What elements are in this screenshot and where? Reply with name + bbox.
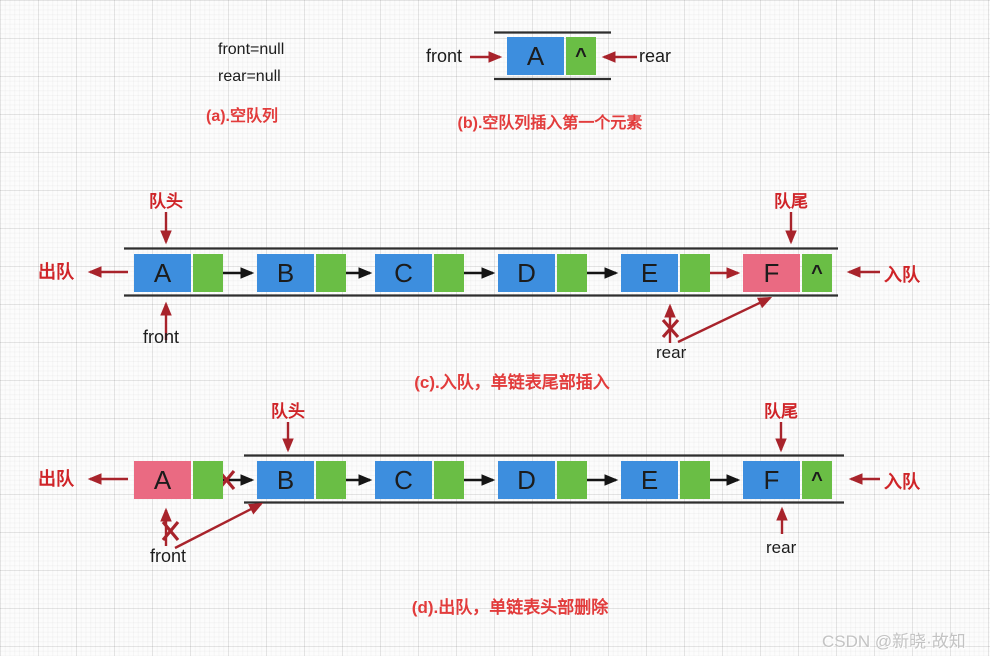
- d-node-A-data-cell: A: [134, 461, 191, 499]
- b-caption: (b).空队列插入第一个元素: [457, 115, 643, 132]
- d-node-B-pointer-cell: [316, 461, 346, 499]
- c-node-C-pointer-cell: [434, 254, 464, 292]
- csdn-watermark: CSDN @新晓·故知: [822, 632, 966, 651]
- d-node-F-pointer-cell: ^: [802, 461, 832, 499]
- d-node-A-pointer-cell: [193, 461, 223, 499]
- a-front-null-text: front=null: [218, 41, 285, 58]
- d-node-C: C: [375, 461, 464, 499]
- d-queue-head-label: 队头: [271, 402, 305, 421]
- d-node-B: B: [257, 461, 346, 499]
- d-node-E-data-cell: E: [621, 461, 678, 499]
- b-node-data-cell: A: [507, 37, 564, 75]
- d-node-B-data-cell: B: [257, 461, 314, 499]
- c-node-E-data-cell: E: [621, 254, 678, 292]
- d-node-A-removed: A: [134, 461, 223, 499]
- c-rear-cross-x: [661, 318, 680, 339]
- d-node-F-data-cell: F: [743, 461, 800, 499]
- d-rear-label: rear: [766, 538, 797, 557]
- a-caption: (a).空队列: [206, 108, 279, 125]
- d-node-D: D: [498, 461, 587, 499]
- c-dequeue-label: 出队: [38, 262, 74, 282]
- c-node-D-data-cell: D: [498, 254, 555, 292]
- c-node-E: E: [621, 254, 710, 292]
- c-node-F-data-cell: F: [743, 254, 800, 292]
- b-node-pointer-cell: ^: [566, 37, 596, 75]
- d-caption: (d).出队，单链表头部删除: [411, 598, 609, 617]
- c-front-label: front: [143, 327, 180, 347]
- b-front-label: front: [426, 46, 463, 66]
- c-rear-new-pointer-arrow: [677, 296, 773, 344]
- c-enqueue-label: 入队: [884, 265, 920, 285]
- d-enqueue-label: 入队: [884, 472, 920, 492]
- c-node-A-pointer-cell: [193, 254, 223, 292]
- d-front-label: front: [150, 546, 187, 566]
- d-node-E: E: [621, 461, 710, 499]
- d-node-C-pointer-cell: [434, 461, 464, 499]
- a-rear-null-text: rear=null: [218, 68, 281, 85]
- d-front-cross-x: [161, 520, 180, 542]
- c-node-B-pointer-cell: [316, 254, 346, 292]
- c-node-A: A: [134, 254, 223, 292]
- c-node-C: C: [375, 254, 464, 292]
- d-node-C-data-cell: C: [375, 461, 432, 499]
- d-dequeue-label: 出队: [38, 469, 74, 489]
- d-node-E-pointer-cell: [680, 461, 710, 499]
- d-node-D-pointer-cell: [557, 461, 587, 499]
- c-node-B: B: [257, 254, 346, 292]
- d-front-new-pointer-arrow: [174, 502, 264, 550]
- c-node-A-data-cell: A: [134, 254, 191, 292]
- c-node-E-pointer-cell: [680, 254, 710, 292]
- d-queue-tail-label: 队尾: [764, 402, 798, 421]
- b-rear-label: rear: [639, 46, 672, 66]
- c-node-D: D: [498, 254, 587, 292]
- c-node-C-data-cell: C: [375, 254, 432, 292]
- c-queue-head-label: 队头: [149, 192, 183, 211]
- c-queue-tail-label: 队尾: [774, 192, 808, 211]
- c-node-F-new: F ^: [743, 254, 832, 292]
- c-node-F-pointer-cell: ^: [802, 254, 832, 292]
- d-node-D-data-cell: D: [498, 461, 555, 499]
- c-caption: (c).入队，单链表尾部插入: [414, 373, 610, 392]
- c-node-D-pointer-cell: [557, 254, 587, 292]
- c-rear-label: rear: [656, 343, 687, 362]
- c-node-B-data-cell: B: [257, 254, 314, 292]
- b-node-A: A ^: [507, 37, 596, 75]
- d-node-F: F ^: [743, 461, 832, 499]
